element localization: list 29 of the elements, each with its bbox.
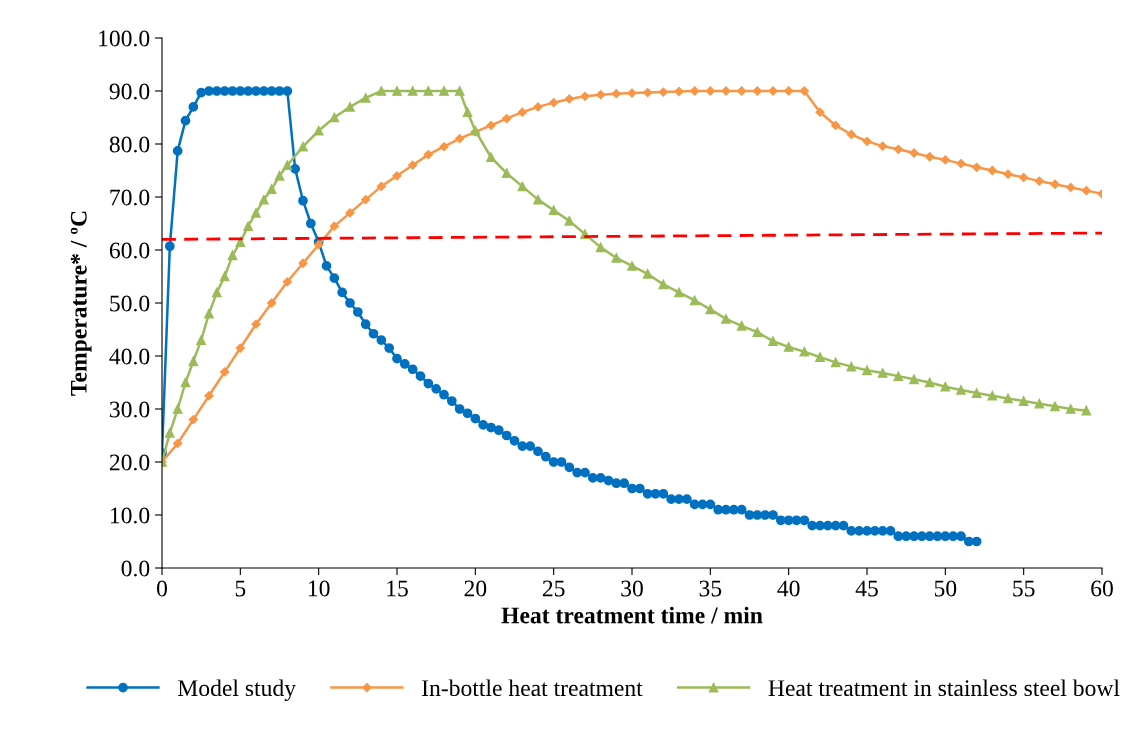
y-tick-label: 70.0 — [110, 189, 150, 206]
y-tick-label: 80.0 — [109, 136, 150, 153]
y-tick-label: 0.0 — [121, 560, 150, 577]
y-tick-label: 10.0 — [110, 507, 150, 524]
y-tick-label: 40.0 — [109, 348, 150, 365]
legend-label: In-bottle heat treatment — [422, 679, 643, 697]
x-tick-label: 40 — [777, 580, 800, 597]
x-tick-label: 5 — [235, 580, 246, 597]
x-tick-label: 35 — [699, 580, 722, 597]
y-tick-label: 50.0 — [110, 295, 150, 312]
x-tick-label: 0 — [157, 580, 167, 597]
y-tick-label: 30.0 — [110, 401, 150, 418]
y-tick-label: 20.0 — [109, 454, 150, 471]
x-tick-label: 60 — [1091, 580, 1113, 597]
x-tick-label: 20 — [464, 580, 487, 597]
y-tick-label: 90.0 — [109, 83, 150, 100]
y-tick-label: 60.0 — [109, 242, 150, 259]
x-tick-label: 55 — [1013, 580, 1035, 597]
x-tick-label: 10 — [308, 580, 330, 597]
y-axis-title: Temperature* / ºC — [70, 211, 92, 396]
x-tick-label: 30 — [621, 580, 643, 597]
x-axis-title: Heat treatment time / min — [501, 606, 763, 624]
legend-label: Heat treatment in stainless steel bowl — [768, 679, 1120, 697]
x-tick-label: 15 — [387, 580, 408, 597]
x-tick-label: 25 — [542, 580, 565, 597]
x-tick-label: 45 — [855, 580, 878, 597]
x-tick-label: 50 — [934, 580, 957, 597]
y-tick-label: 100.0 — [99, 30, 150, 47]
legend-label: Model study — [177, 679, 296, 701]
